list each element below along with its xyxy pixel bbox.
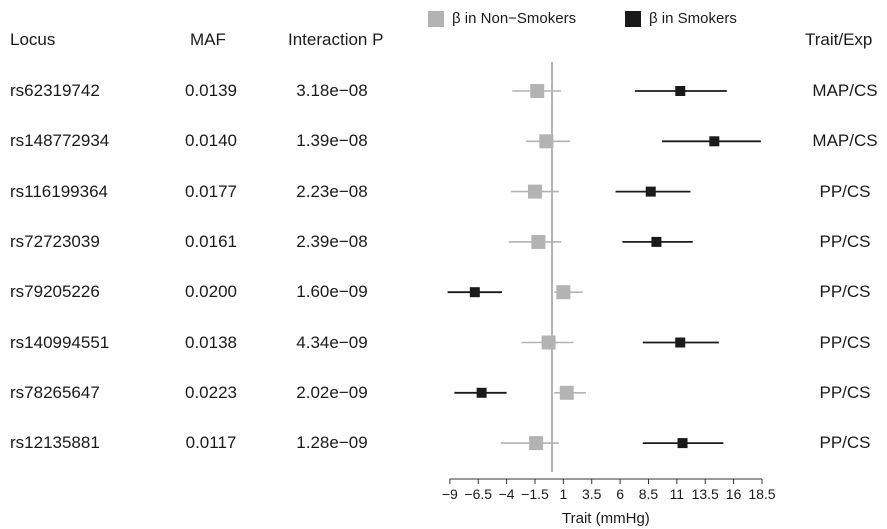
point-estimate [541, 335, 556, 350]
cell-locus: rs12135881 [10, 433, 100, 453]
header-interaction-p: Interaction P [288, 30, 384, 49]
cell-p: 4.34e−09 [296, 332, 368, 352]
point-estimate [530, 84, 545, 98]
x-tick-label: −6.5 [464, 486, 492, 502]
point-estimate [645, 186, 656, 197]
cell-p: 2.02e−09 [296, 382, 368, 402]
x-tick-label: 16 [726, 486, 742, 502]
cell-p: 1.60e−09 [296, 282, 368, 302]
cell-locus: rs140994551 [10, 332, 110, 352]
legend-label-non-smokers: β in Non−Smokers [452, 10, 577, 27]
legend-smokers: β in Smokers [625, 10, 737, 27]
x-axis-label: Trait (mmHg) [562, 510, 650, 527]
cell-trait: PP/CS [819, 282, 871, 302]
x-tick-label: 11 [670, 486, 685, 502]
header-maf: MAF [190, 30, 226, 49]
x-tick-label: 8.5 [639, 486, 659, 502]
cell-trait: PP/CS [819, 382, 871, 402]
cell-maf: 0.0223 [185, 382, 237, 402]
cell-locus: rs148772934 [10, 131, 110, 151]
legend-swatch-non-smokers [428, 10, 444, 27]
point-estimate [709, 136, 720, 147]
x-tick-label: 18.5 [748, 486, 775, 502]
cell-maf: 0.0138 [185, 332, 237, 352]
point-estimate [527, 184, 542, 199]
x-tick-label: 13.5 [692, 486, 719, 502]
cell-maf: 0.0200 [185, 282, 237, 302]
cell-p: 2.23e−08 [296, 181, 368, 201]
legend-swatch-smokers [625, 10, 641, 27]
header-locus: Locus [10, 30, 56, 49]
header-trait-exp: Trait/Exp [805, 30, 873, 49]
cell-p: 1.28e−09 [296, 433, 368, 453]
point-estimate [556, 285, 571, 300]
cell-trait: PP/CS [819, 231, 871, 251]
cell-trait: PP/CS [819, 433, 871, 453]
legend-label-smokers: β in Smokers [649, 10, 737, 27]
x-tick-label: 6 [616, 486, 624, 502]
cell-locus: rs62319742 [10, 81, 100, 100]
point-estimate [675, 337, 686, 348]
point-estimate [651, 236, 662, 247]
cell-maf: 0.0117 [185, 433, 237, 453]
cell-maf: 0.0140 [185, 131, 237, 151]
x-tick-label: 1 [559, 486, 567, 502]
cell-maf: 0.0139 [185, 81, 237, 100]
cell-trait: PP/CS [819, 332, 871, 352]
cell-trait: MAP/CS [812, 131, 878, 151]
cell-p: 2.39e−08 [296, 231, 368, 251]
x-tick-label: −4 [499, 486, 515, 502]
cell-locus: rs72723039 [10, 231, 100, 251]
point-estimate [531, 234, 546, 249]
cell-maf: 0.0161 [185, 231, 237, 251]
x-tick-label: −1.5 [521, 486, 549, 502]
cell-locus: rs116199364 [10, 181, 108, 201]
point-estimate [675, 86, 686, 96]
cell-p: 3.18e−08 [296, 81, 368, 100]
point-estimate [677, 438, 688, 449]
cell-locus: rs78265647 [10, 382, 100, 402]
point-estimate [469, 287, 480, 298]
point-estimate [529, 436, 544, 451]
cell-locus: rs79205226 [10, 282, 100, 302]
point-estimate [476, 387, 487, 398]
point-estimate [539, 134, 554, 149]
x-tick-label: 3.5 [582, 486, 602, 502]
legend-non-smokers: β in Non−Smokers [428, 10, 576, 27]
cell-trait: MAP/CS [812, 81, 878, 100]
cell-p: 1.39e−08 [296, 131, 368, 151]
point-estimate [559, 385, 574, 400]
cell-maf: 0.0177 [185, 181, 237, 201]
cell-trait: PP/CS [819, 181, 871, 201]
x-tick-label: −9 [442, 486, 458, 502]
